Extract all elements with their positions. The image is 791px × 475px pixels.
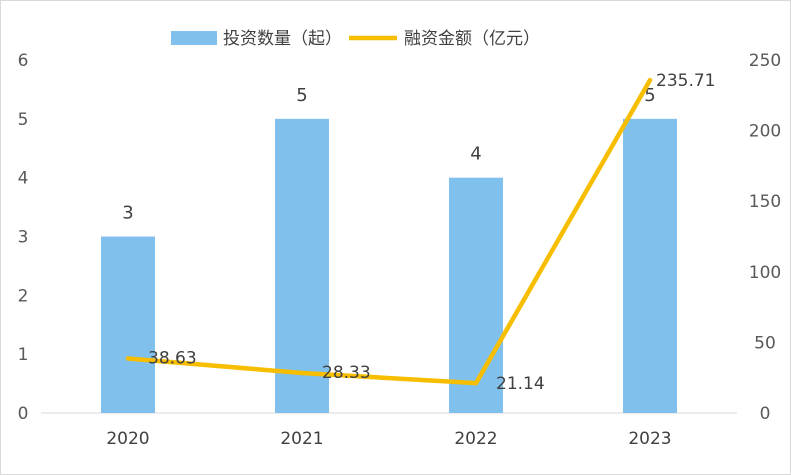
right-axis-tick: 100 — [749, 263, 781, 283]
x-axis-labels: 2020 2021 2022 2023 — [106, 429, 671, 449]
bar-value-labels: 3 5 4 5 — [122, 85, 655, 224]
legend-swatch-bar — [171, 31, 217, 45]
legend-label-bar: 投资数量（起） — [223, 29, 342, 49]
x-axis-tick: 2021 — [280, 429, 323, 449]
left-axis-tick: 0 — [18, 404, 29, 424]
line-value-label: 235.71 — [656, 71, 715, 91]
line-value-label: 38.63 — [148, 348, 197, 368]
left-axis-tick: 6 — [18, 51, 29, 71]
left-axis-tick: 4 — [18, 169, 29, 189]
legend: 投资数量（起） 融资金额（亿元） — [171, 29, 540, 49]
x-axis-tick: 2022 — [454, 429, 497, 449]
bar-value-label: 5 — [644, 85, 655, 106]
right-axis-tick: 200 — [749, 122, 781, 142]
line-series — [125, 77, 653, 386]
left-axis-tick: 3 — [18, 228, 29, 248]
left-axis: 0 1 2 3 4 5 6 — [18, 51, 29, 424]
legend-label-line: 融资金额（亿元） — [404, 29, 540, 49]
line-point — [647, 77, 653, 83]
left-axis-tick: 2 — [18, 286, 29, 306]
x-axis-tick: 2023 — [628, 429, 671, 449]
left-axis-tick: 1 — [18, 345, 29, 365]
right-axis-tick: 50 — [754, 333, 776, 353]
bar — [101, 236, 155, 413]
line-point — [125, 356, 131, 361]
bar — [275, 118, 329, 413]
right-axis: 0 50 100 150 200 250 — [749, 51, 781, 424]
line-value-labels: 38.63 28.33 21.14 235.71 — [148, 71, 715, 394]
right-axis-tick: 250 — [749, 51, 781, 71]
right-axis-tick: 150 — [749, 192, 781, 212]
bar — [449, 177, 503, 413]
bar-value-label: 5 — [296, 85, 307, 106]
line-point — [299, 370, 305, 376]
line-value-label: 28.33 — [322, 363, 371, 383]
bar-value-label: 4 — [470, 144, 481, 165]
line-value-label: 21.14 — [496, 374, 545, 394]
line-point — [473, 380, 479, 386]
line-path — [125, 77, 653, 386]
left-axis-tick: 5 — [18, 110, 29, 130]
right-axis-tick: 0 — [760, 404, 771, 424]
bar — [623, 118, 677, 413]
bar-series — [101, 118, 677, 413]
bar-value-label: 3 — [122, 203, 133, 224]
x-axis-tick: 2020 — [106, 429, 149, 449]
